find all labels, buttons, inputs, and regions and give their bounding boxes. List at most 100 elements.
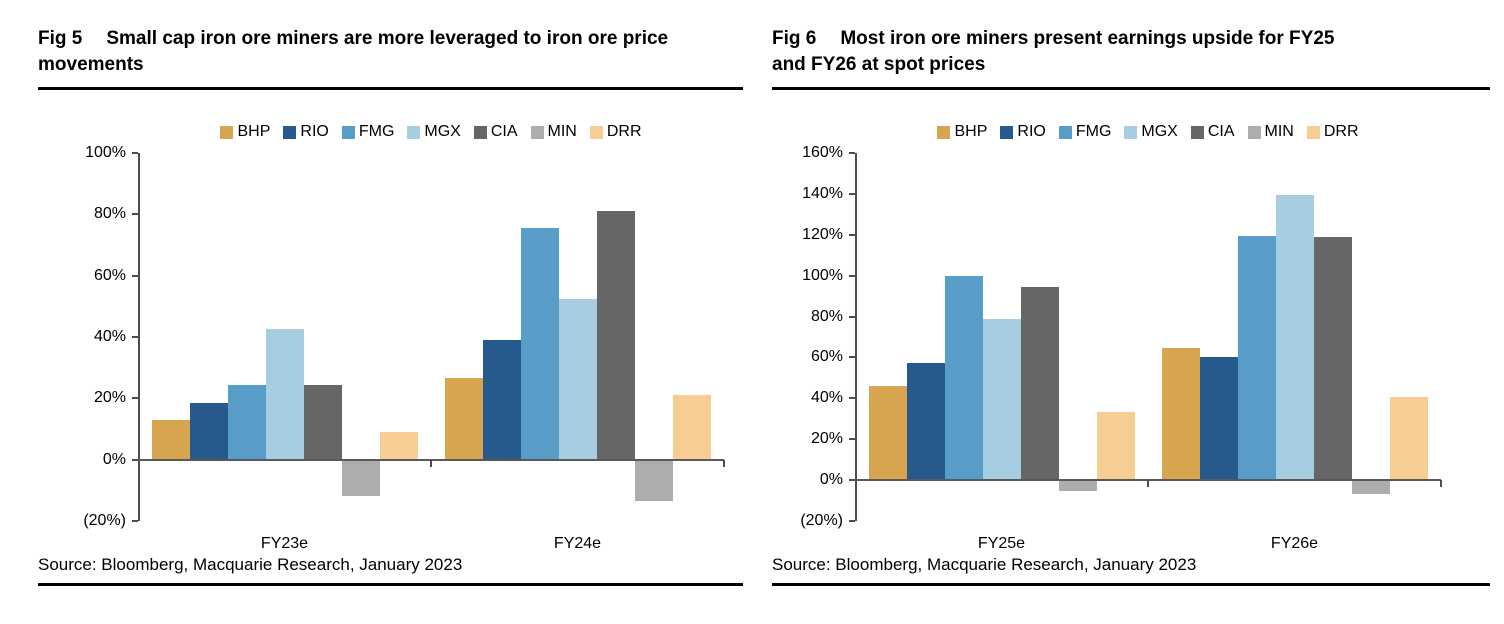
y-axis-tick xyxy=(132,458,138,461)
bar xyxy=(982,318,1021,481)
bar xyxy=(265,329,304,460)
bar xyxy=(596,211,635,460)
y-axis-label: 60% xyxy=(810,348,843,366)
y-axis-tick xyxy=(849,356,855,359)
bar xyxy=(1199,357,1238,481)
bar xyxy=(1275,194,1314,481)
figure-panel-inner: Fig 5 Small cap iron ore miners are more … xyxy=(38,26,743,586)
legend-swatch xyxy=(937,125,951,139)
y-axis-tick xyxy=(132,274,138,277)
figure-number: Fig 5 xyxy=(38,28,83,49)
legend-swatch xyxy=(1190,125,1204,139)
y-axis-line xyxy=(138,153,140,521)
legend-swatch xyxy=(220,125,234,139)
bar xyxy=(189,402,228,460)
y-axis-tick xyxy=(849,438,855,441)
y-axis-label: 60% xyxy=(93,266,126,284)
y-axis-tick xyxy=(849,315,855,318)
bar xyxy=(444,378,483,460)
legend-item: MIN xyxy=(1247,123,1294,141)
figure-heading: Most iron ore miners present earnings up… xyxy=(772,28,1335,75)
figure-heading: Small cap iron ore miners are more lever… xyxy=(38,28,669,75)
bar xyxy=(868,386,907,481)
y-axis-label: 120% xyxy=(802,225,843,243)
y-axis-tick xyxy=(132,520,138,522)
legend-label: RIO xyxy=(1017,123,1046,140)
legend-swatch xyxy=(530,125,544,139)
bar-chart: BHP RIO FMG MGX CIA MIN DRR 160% 140% 120% 100% 80%… xyxy=(772,123,1490,552)
legend-label: MIN xyxy=(1264,123,1294,140)
legend-item: MGX xyxy=(407,123,461,141)
title-rule xyxy=(772,87,1490,90)
y-axis-tick xyxy=(849,233,855,236)
legend-label: DRR xyxy=(1323,123,1359,140)
figure-panel-fig6: Fig 6 Most iron ore miners present earnin… xyxy=(752,0,1504,586)
bar xyxy=(1020,286,1059,481)
legend-swatch xyxy=(1058,125,1072,139)
y-axis-label: 80% xyxy=(93,205,126,223)
category-label: FY24e xyxy=(553,535,602,552)
y-axis-tick xyxy=(849,479,855,482)
figure-title: Fig 5 Small cap iron ore miners are more … xyxy=(38,26,683,78)
chart-legend: BHP RIO FMG MGX CIA MIN DRR xyxy=(855,123,1441,141)
legend-swatch xyxy=(341,125,355,139)
y-axis-tick xyxy=(849,397,855,400)
x-axis-tick xyxy=(1147,480,1149,488)
legend-item: DRR xyxy=(589,123,642,141)
bar-chart: BHP RIO FMG MGX CIA MIN DRR 100% 80% 60% 40% 20% 0% (… xyxy=(38,123,743,552)
bar xyxy=(672,395,711,460)
legend-item: CIA xyxy=(473,123,518,141)
bar xyxy=(1161,348,1200,481)
figure-panel-inner: Fig 6 Most iron ore miners present earnin… xyxy=(772,26,1490,586)
figure-number: Fig 6 xyxy=(772,28,817,49)
report-figures-row: Fig 5 Small cap iron ore miners are more … xyxy=(0,0,1504,586)
legend-swatch xyxy=(1247,125,1261,139)
bar xyxy=(379,432,418,460)
y-axis-tick xyxy=(132,213,138,216)
x-axis-tick xyxy=(430,459,432,467)
y-axis-tick xyxy=(849,520,855,522)
legend-label: MGX xyxy=(1141,123,1178,140)
y-axis-tick xyxy=(849,152,855,154)
source-note: Source: Bloomberg, Macquarie Research, J… xyxy=(772,555,1490,586)
legend-label: MGX xyxy=(424,123,461,140)
legend-label: BHP xyxy=(954,123,988,140)
legend-item: MIN xyxy=(530,123,577,141)
y-axis-label: 0% xyxy=(102,450,126,468)
figure-panel-fig5: Fig 5 Small cap iron ore miners are more … xyxy=(0,0,752,586)
y-axis-line xyxy=(855,153,857,521)
bar xyxy=(520,228,559,460)
legend-item: MGX xyxy=(1124,123,1178,141)
legend-swatch xyxy=(589,125,603,139)
legend-label: MIN xyxy=(547,123,577,140)
y-axis-label: 100% xyxy=(802,266,843,284)
y-axis-tick xyxy=(849,274,855,277)
legend-item: BHP xyxy=(937,123,987,141)
legend-label: BHP xyxy=(237,123,271,140)
bar xyxy=(1096,411,1135,481)
bar xyxy=(151,419,190,460)
x-axis-tick xyxy=(723,459,725,467)
legend-label: CIA xyxy=(490,123,518,140)
legend-item: RIO xyxy=(283,123,329,141)
legend-item: FMG xyxy=(1058,123,1111,141)
legend-label: FMG xyxy=(358,123,395,140)
legend-item: BHP xyxy=(220,123,270,141)
y-axis-label: 40% xyxy=(810,389,843,407)
bar xyxy=(341,459,380,497)
y-axis-label: 0% xyxy=(819,471,843,489)
y-axis-label: (20%) xyxy=(83,512,126,529)
y-axis-label: 40% xyxy=(93,328,126,345)
y-axis-tick xyxy=(132,152,138,154)
y-axis-label: (20%) xyxy=(800,512,843,529)
figure-title: Fig 6 Most iron ore miners present earnin… xyxy=(772,26,1372,78)
y-axis-label: 20% xyxy=(93,389,126,407)
bar xyxy=(906,362,945,481)
legend-swatch xyxy=(283,125,297,139)
legend-item: FMG xyxy=(341,123,395,141)
legend-swatch xyxy=(1000,125,1014,139)
bar xyxy=(227,384,266,460)
y-axis-label: 140% xyxy=(802,184,843,202)
legend-swatch xyxy=(407,125,421,139)
bar xyxy=(944,275,983,481)
